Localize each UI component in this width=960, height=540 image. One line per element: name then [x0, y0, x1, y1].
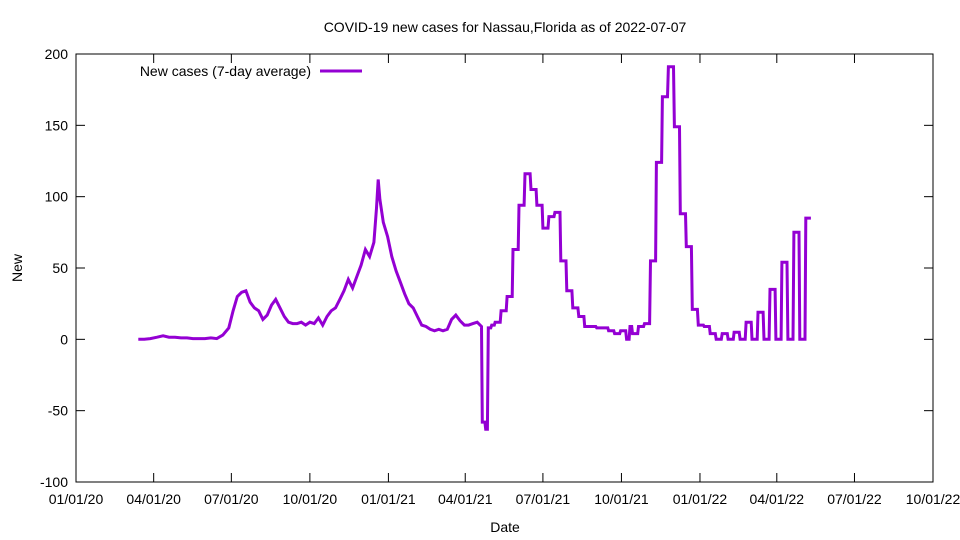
y-tick-label: 100 — [45, 189, 69, 205]
y-tick-label: -100 — [40, 474, 68, 490]
y-tick-label: 0 — [60, 331, 68, 347]
y-axis-label: New — [9, 253, 25, 282]
y-tick-label: 200 — [45, 46, 69, 62]
series-line-new-cases — [138, 65, 811, 431]
x-tick-label: 07/01/22 — [827, 491, 882, 507]
x-tick-label: 10/01/21 — [594, 491, 649, 507]
chart-title: COVID-19 new cases for Nassau,Florida as… — [324, 19, 687, 35]
x-tick-label: 07/01/20 — [204, 491, 259, 507]
y-tick-label: 150 — [45, 117, 69, 133]
x-tick-label: 10/01/20 — [283, 491, 338, 507]
y-tick-label: -50 — [48, 403, 68, 419]
x-tick-label: 01/01/20 — [49, 491, 104, 507]
y-tick-label: 50 — [52, 260, 68, 276]
x-tick-label: 04/01/20 — [126, 491, 181, 507]
x-tick-label: 04/01/22 — [750, 491, 805, 507]
x-tick-label: 07/01/21 — [516, 491, 571, 507]
x-tick-label: 01/01/22 — [673, 491, 728, 507]
x-tick-label: 10/01/22 — [906, 491, 960, 507]
y-axis: -100 -50 0 50 100 150 200 — [40, 46, 933, 490]
x-axis: 01/01/20 04/01/20 07/01/20 10/01/20 01/01/21… — [49, 54, 960, 507]
legend-entry-label: New cases (7-day average) — [140, 63, 311, 79]
x-tick-label: 01/01/21 — [361, 491, 416, 507]
legend: New cases (7-day average) — [140, 63, 362, 79]
x-axis-label: Date — [490, 519, 520, 535]
x-tick-label: 04/01/21 — [438, 491, 493, 507]
